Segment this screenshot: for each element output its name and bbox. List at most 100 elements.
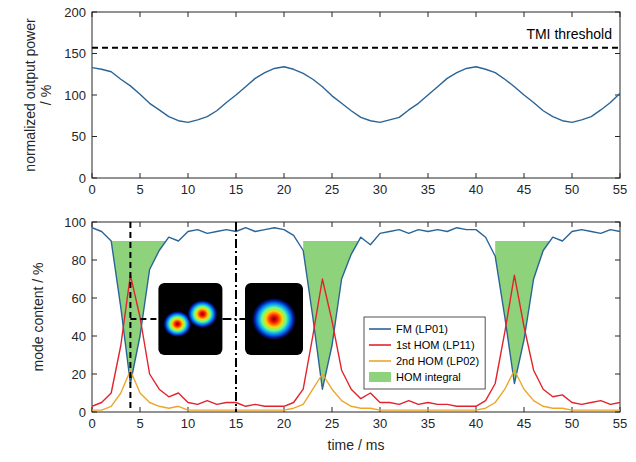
x-tick [92,173,93,178]
x-tick [140,222,141,227]
y-tick [615,136,620,137]
y-tick [615,12,620,13]
x-tick [572,222,573,227]
legend-label: 1st HOM (LP11) [396,339,475,351]
x-tick-label: 55 [613,182,627,197]
x-tick [332,173,333,178]
x-tick [332,12,333,17]
legend: FM (LP01) 1st HOM (LP11) 2nd HOM (LP02) HOM… [364,317,485,389]
legend-swatch [369,344,391,346]
y-tick-label: 200 [64,5,86,20]
x-tick [524,173,525,178]
y-tick-label: 100 [64,215,86,230]
x-tick [572,12,573,17]
x-tick-label: 30 [373,416,387,431]
x-tick-label: 10 [181,416,195,431]
x-tick [140,12,141,17]
y-tick [615,336,620,337]
x-tick [188,12,189,17]
x-tick-label: 25 [325,416,339,431]
series-line [92,67,620,123]
x-tick-label: 45 [517,182,531,197]
x-tick-label: 10 [181,182,195,197]
series-line [92,228,620,390]
legend-box [364,317,485,389]
inset-lp01 [245,283,303,355]
x-tick-label: 0 [88,416,95,431]
x-tick [236,12,237,17]
legend-label: HOM integral [396,371,461,383]
y-axis-title: mode content / % [30,263,46,372]
y-tick-label: 150 [64,46,86,61]
x-tick [524,407,525,412]
y-tick-label: 100 [64,88,86,103]
x-tick-label: 50 [565,416,579,431]
x-tick [476,12,477,17]
x-tick-label: 35 [421,416,435,431]
y-tick [615,374,620,375]
inset-lp11 [158,283,222,355]
x-tick [476,173,477,178]
plot-frame [92,222,620,412]
marker-line [235,222,237,412]
y-tick [92,412,97,413]
x-tick-label: 5 [136,416,143,431]
y-tick [92,298,97,299]
inset-spot [252,298,296,340]
legend-swatch [369,360,391,362]
y-tick-label: 0 [79,171,86,186]
x-tick [476,222,477,227]
x-tick-label: 45 [517,416,531,431]
x-tick [236,173,237,178]
x-tick [188,222,189,227]
y-axis-title-line: / % [38,85,54,105]
x-tick [188,173,189,178]
legend-label: 2nd HOM (LP02) [396,355,479,367]
x-tick [332,222,333,227]
legend-label: FM (LP01) [396,323,448,335]
y-tick [92,336,97,337]
x-tick-label: 50 [565,182,579,197]
y-tick-label: 0 [79,405,86,420]
threshold-line [92,47,620,49]
x-tick-label: 15 [229,182,243,197]
y-tick [92,136,97,137]
x-tick-label: 40 [469,416,483,431]
x-tick [284,222,285,227]
x-tick [140,407,141,412]
inset-lobe [187,300,217,328]
legend-swatch [369,372,391,382]
plot-area [92,222,620,412]
x-tick-label: 15 [229,416,243,431]
inset-connector [130,318,158,320]
y-tick [615,260,620,261]
x-tick [572,173,573,178]
legend-swatch [369,328,391,330]
inset-lobe [163,311,191,337]
x-tick [620,222,621,227]
x-tick [140,173,141,178]
y-tick-label: 20 [72,367,86,382]
x-tick [284,12,285,17]
x-tick [284,173,285,178]
y-tick [92,260,97,261]
x-tick-label: 40 [469,182,483,197]
y-tick [615,178,620,179]
y-tick-label: 40 [72,329,86,344]
x-tick-label: 55 [613,416,627,431]
inset-connector [222,318,245,320]
y-tick-label: 80 [72,253,86,268]
y-tick [92,374,97,375]
y-tick [92,95,97,96]
x-tick [380,173,381,178]
y-tick [92,178,97,179]
area-group [111,241,553,389]
x-tick [620,173,621,178]
y-tick-label: 50 [72,129,86,144]
x-tick-label: 0 [88,182,95,197]
y-axis-title-line: mode content / % [30,263,46,372]
marker-line [129,222,131,412]
y-tick [615,222,620,223]
x-tick-label: 30 [373,182,387,197]
x-tick-label: 20 [277,416,291,431]
